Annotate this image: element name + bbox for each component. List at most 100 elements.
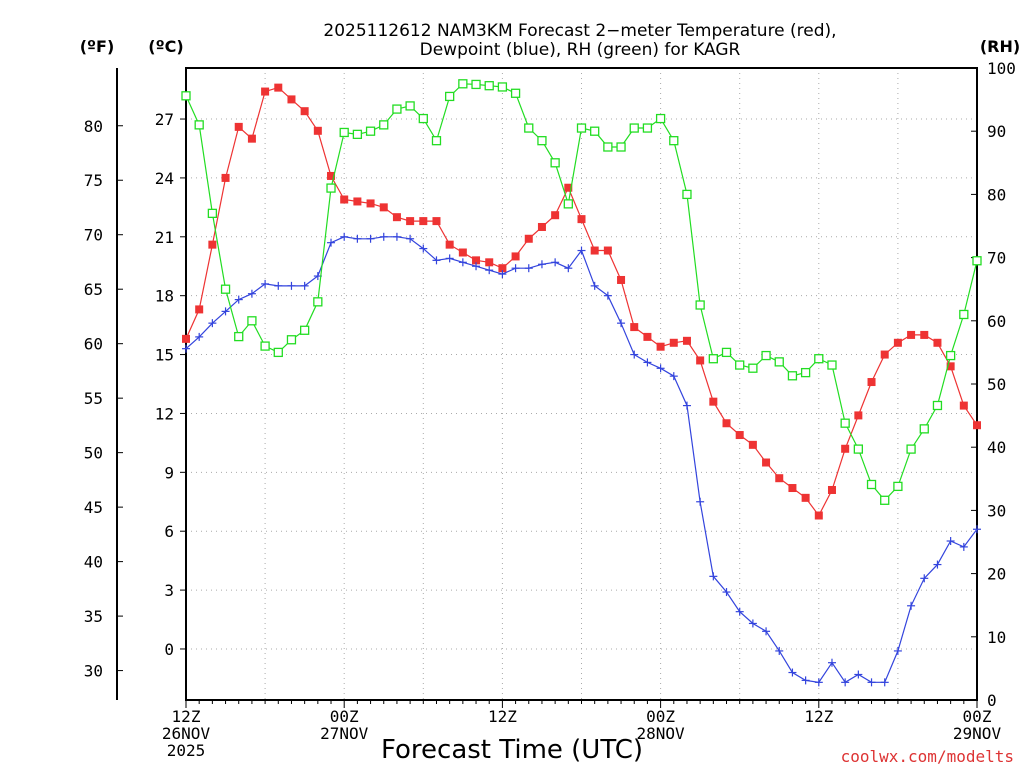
- temperature-point: [498, 264, 507, 273]
- rh-point: [537, 136, 547, 146]
- dewpoint-point: [340, 232, 349, 241]
- celsius-tick-label: 15: [155, 346, 174, 365]
- temperature-point: [313, 126, 322, 135]
- rh-point: [181, 91, 191, 101]
- celsius-axis: 27 24 21 18 15 12 9 6 3 0: [155, 110, 186, 659]
- temperature-point: [643, 332, 652, 341]
- time-tick-label: 26NOV: [162, 724, 211, 743]
- time-tick-label: 00Z: [330, 707, 359, 726]
- dewpoint-point: [696, 497, 705, 506]
- dewpoint-point: [907, 601, 916, 610]
- rh-point: [510, 88, 521, 98]
- dewpoint-point: [247, 289, 256, 298]
- dewpoint-point: [617, 319, 626, 328]
- rh-point: [827, 360, 837, 370]
- dewpoint-point: [551, 258, 560, 267]
- fahrenheit-tick-label: 70: [84, 226, 103, 245]
- rh-tick-label: 60: [987, 312, 1006, 331]
- rh-point: [234, 331, 244, 342]
- temperature-point: [564, 183, 573, 192]
- rh-point: [299, 325, 310, 335]
- dewpoint-point: [590, 281, 599, 290]
- rh-point: [563, 199, 573, 209]
- temperature-point: [340, 195, 349, 204]
- dewpoint-point: [564, 264, 573, 273]
- temperature-point: [485, 258, 494, 267]
- dewpoint-point: [208, 319, 217, 328]
- dewpoint-point: [445, 254, 454, 263]
- dewpoint-point: [379, 232, 388, 241]
- temperature-point: [287, 95, 296, 104]
- temperature-point: [748, 440, 757, 449]
- temperature-point: [221, 173, 230, 182]
- temperature-point: [788, 484, 797, 493]
- rh-point: [484, 81, 494, 91]
- time-tick-label: 12Z: [488, 707, 517, 726]
- rh-point: [695, 300, 705, 310]
- rh-point: [273, 347, 283, 358]
- temperature-point: [458, 248, 467, 257]
- rh-point: [959, 309, 969, 320]
- rh-point: [313, 297, 323, 307]
- dewpoint-point: [300, 281, 309, 290]
- fahrenheit-tick-label: 65: [84, 280, 103, 299]
- rh-point: [194, 120, 204, 130]
- temperature-point: [511, 252, 520, 261]
- rh-point: [431, 136, 442, 146]
- temperature-point: [682, 336, 691, 345]
- temperature-point: [617, 275, 626, 284]
- temperature-point: [419, 217, 428, 226]
- rh-point: [418, 113, 428, 124]
- dewpoint-point: [827, 658, 836, 667]
- chart-title-line2: Dewpoint (blue), RH (green) for KAGR: [420, 40, 741, 60]
- dewpoint-point: [287, 281, 296, 290]
- time-tick-label: 27NOV: [320, 724, 369, 743]
- rh-point: [866, 479, 877, 490]
- gridlines: [186, 68, 977, 700]
- fahrenheit-tick-label: 30: [84, 662, 103, 681]
- dewpoint-point: [775, 646, 784, 655]
- celsius-unit-label: (ºC): [148, 37, 183, 56]
- dewpoint-point: [814, 678, 823, 687]
- temperature-point: [392, 213, 401, 222]
- rh-line: [185, 83, 978, 502]
- celsius-tick-label: 3: [164, 581, 174, 600]
- rh-point: [629, 123, 639, 133]
- rh-point: [682, 189, 692, 200]
- time-tick-label: 00Z: [646, 707, 675, 726]
- dewpoint-point: [392, 232, 401, 241]
- temperature-point: [247, 134, 256, 143]
- temperature-point: [669, 338, 678, 347]
- rh-point: [814, 354, 824, 364]
- rh-point: [721, 347, 732, 358]
- dewpoint-point: [353, 234, 362, 243]
- dewpoint-point: [762, 627, 771, 636]
- temperature-point: [973, 421, 981, 430]
- fahrenheit-tick-label: 40: [84, 553, 103, 572]
- fahrenheit-tick-label: 75: [84, 171, 103, 190]
- temperature-point: [814, 511, 823, 520]
- rh-point: [893, 481, 903, 492]
- x-axis-title: Forecast Time (UTC): [381, 735, 643, 765]
- rh-point: [945, 350, 956, 361]
- rh-tick-label: 90: [987, 122, 1006, 141]
- rh-point: [576, 123, 587, 133]
- celsius-tick-label: 21: [155, 228, 174, 247]
- dewpoint-point: [511, 264, 520, 273]
- rh-tick-label: 40: [987, 438, 1006, 457]
- time-tick-label: 29NOV: [953, 724, 1002, 743]
- temperature-point: [603, 246, 612, 255]
- rh-point: [286, 335, 297, 345]
- dewpoint-point: [195, 332, 204, 341]
- temperature-point: [182, 334, 190, 343]
- temperature-point: [722, 419, 731, 428]
- temperature-point: [841, 444, 850, 453]
- temperature-point: [300, 107, 309, 116]
- rh-point: [655, 113, 666, 124]
- rh-point: [840, 418, 850, 428]
- fahrenheit-tick-label: 35: [84, 607, 103, 626]
- rh-tick-label: 0: [987, 691, 997, 710]
